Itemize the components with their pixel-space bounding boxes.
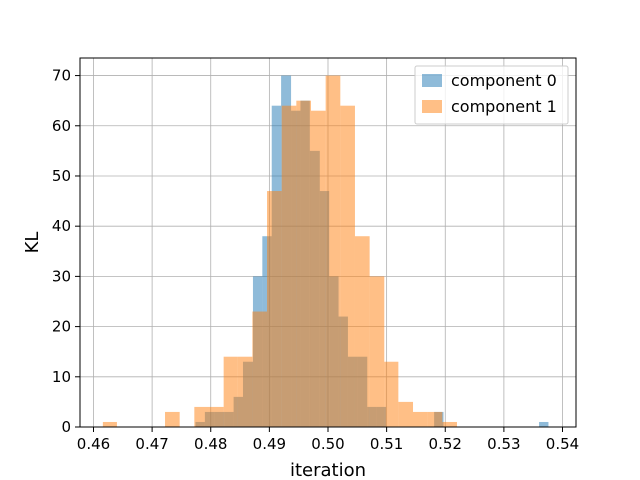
- histogram-bar: [354, 236, 370, 427]
- histogram-bar: [427, 411, 443, 427]
- x-axis-label: iteration: [290, 460, 366, 480]
- legend-swatch-component-0: [422, 74, 442, 87]
- x-tick-label: 0.46: [77, 435, 110, 453]
- histogram-bar: [310, 110, 326, 427]
- histogram-bar: [102, 421, 117, 427]
- histogram-bar: [325, 75, 341, 428]
- legend-label-component-1: component 1: [451, 97, 557, 116]
- series-1-bars: [102, 75, 457, 428]
- histogram-bar: [442, 421, 457, 427]
- histogram-bar: [194, 406, 209, 427]
- histogram-bar: [208, 406, 224, 427]
- y-tick-label: 60: [52, 117, 71, 135]
- axis-ticks: 0.46 0.47 0.48 0.49 0.50 0.51 0.52 0.53 0.54 0 10 2…: [52, 67, 579, 453]
- x-tick-label: 0.53: [487, 435, 520, 453]
- legend-box: [414, 65, 569, 125]
- x-tick-label: 0.50: [311, 435, 344, 453]
- y-tick-label: 20: [52, 318, 71, 336]
- y-tick-label: 70: [52, 67, 71, 85]
- histogram-bar: [237, 356, 253, 427]
- histogram-bar: [296, 100, 311, 428]
- histogram-bar: [165, 411, 180, 427]
- histogram-bar: [413, 411, 428, 427]
- y-tick-label: 0: [61, 418, 71, 436]
- x-tick-label: 0.48: [194, 435, 227, 453]
- legend-label-component-0: component 0: [451, 71, 557, 90]
- x-tick-label: 0.47: [135, 435, 168, 453]
- histogram-bar: [281, 105, 297, 427]
- histogram-bar: [369, 276, 385, 427]
- legend: component 0 component 1: [414, 65, 569, 125]
- histogram-bar: [384, 361, 399, 427]
- y-tick-label: 30: [52, 267, 71, 285]
- legend-swatch-component-1: [422, 100, 442, 113]
- histogram-bar: [340, 105, 355, 427]
- y-axis-label: KL: [22, 232, 43, 254]
- histogram-bar: [539, 421, 549, 427]
- histogram-bar: [252, 311, 268, 427]
- x-tick-label: 0.54: [546, 435, 579, 453]
- x-tick-label: 0.49: [253, 435, 286, 453]
- x-tick-label: 0.52: [429, 435, 462, 453]
- y-tick-label: 50: [52, 167, 71, 185]
- y-tick-label: 10: [52, 368, 71, 386]
- x-tick-label: 0.51: [370, 435, 403, 453]
- histogram-bar: [267, 191, 282, 427]
- histogram-bar: [223, 356, 238, 427]
- histogram-bars: [102, 75, 549, 428]
- histogram-bar: [398, 401, 414, 427]
- y-tick-label: 40: [52, 217, 71, 235]
